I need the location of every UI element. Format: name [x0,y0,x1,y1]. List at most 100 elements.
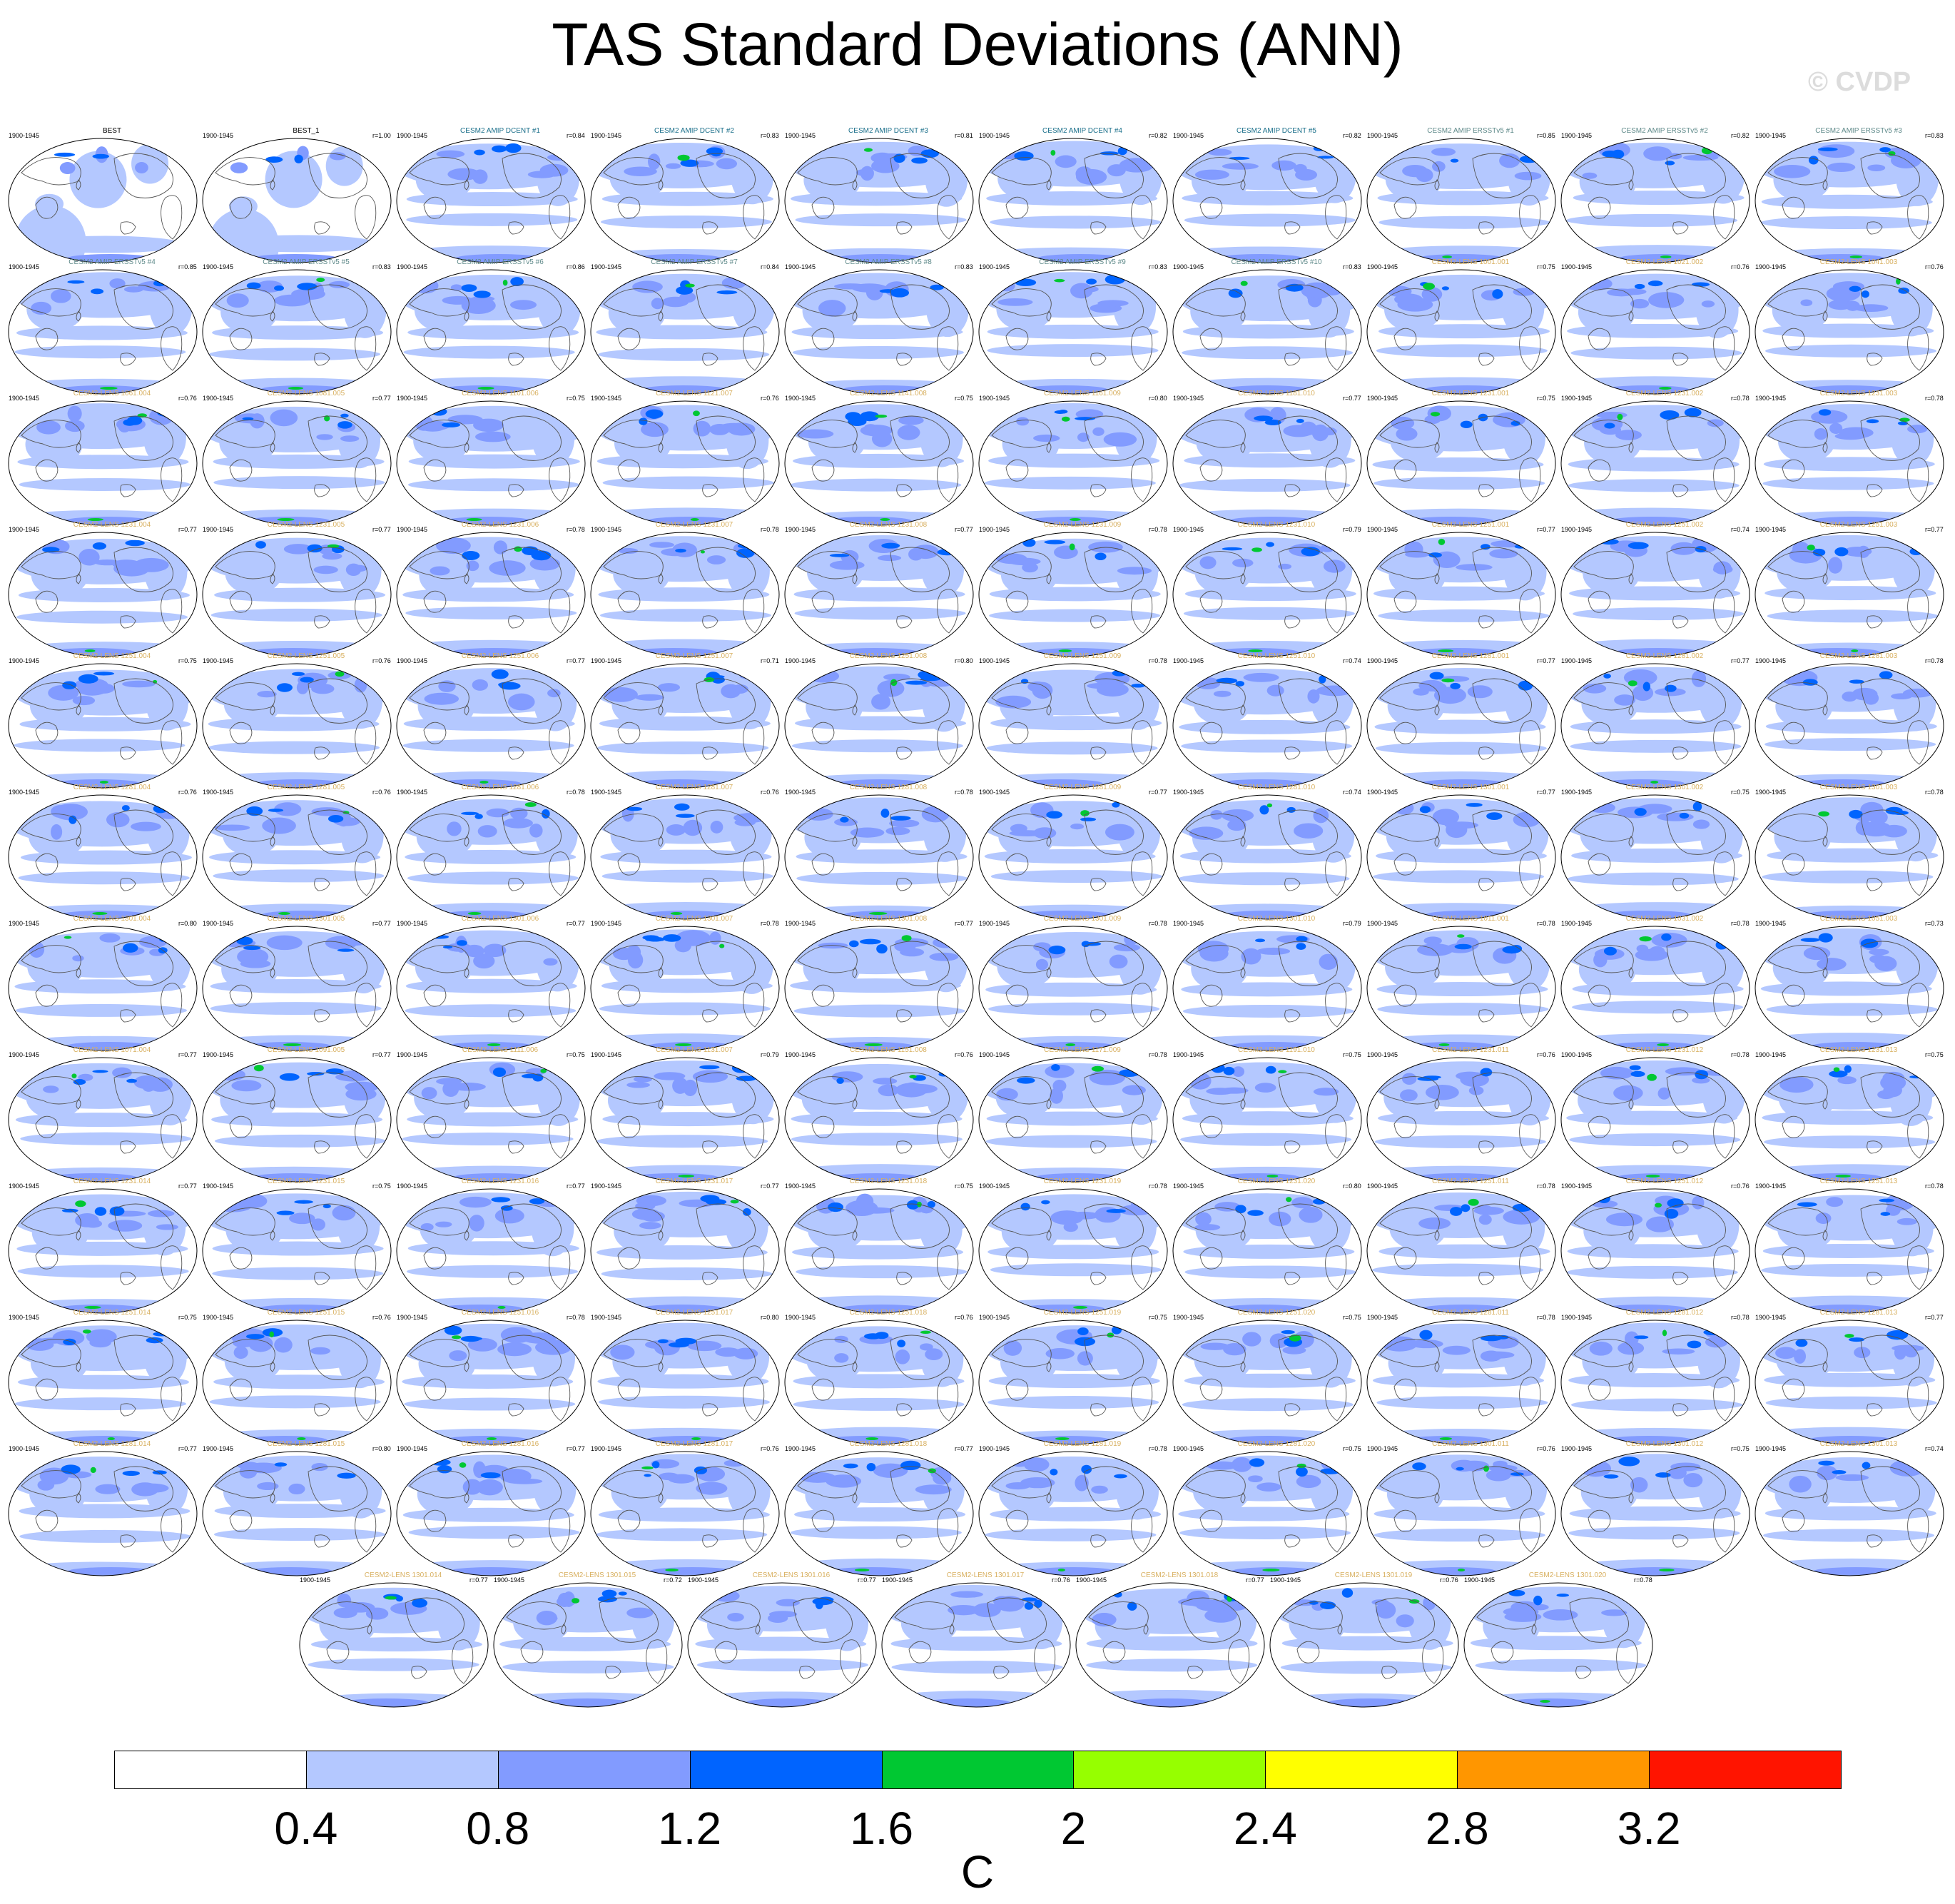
map-panel: 1900-1945 CESM2-LENS 1061.004 r=0.76 [7,390,201,527]
map-panel: 1900-1945 CESM2-LENS 1251.016 r=0.78 [395,1309,589,1446]
panel-title: CESM2-LENS 1281.016 [461,1440,539,1448]
panel-title: CESM2-LENS 1251.015 [267,1309,345,1317]
panel-period-label: 1900-1945 [1173,395,1204,402]
panel-correlation: r=0.75 [1731,1445,1750,1452]
globe-map [1755,400,1944,526]
panel-period-label: 1900-1945 [1270,1576,1301,1584]
map-panel: 1900-1945 CESM2-LENS 1301.002 r=0.75 [1560,784,1754,921]
globe-map [784,926,974,1051]
map-panel: 1900-1945 CESM2-LENS 1081.005 r=0.77 [201,390,395,527]
panel-title: CESM2 AMIP DCENT #5 [1237,127,1316,135]
panel-correlation: r=0.77 [761,1183,779,1190]
panel-period-label: 1900-1945 [1755,1445,1787,1452]
panel-title: CESM2-LENS 1231.004 [73,521,151,529]
map-panel: 1900-1945 CESM2-LENS 1301.006 r=0.77 [395,915,589,1052]
globe-map [1560,269,1750,395]
panel-period-label: 1900-1945 [785,1183,816,1190]
panel-period-label: 1900-1945 [979,920,1010,927]
panel-correlation: r=0.78 [567,526,585,533]
panel-title: CESM2-LENS 1251.014 [73,1309,151,1317]
panel-correlation: r=0.76 [761,1445,779,1452]
panel-title: CESM2-LENS 1281.006 [461,784,539,791]
panel-title: CESM2-LENS 1001.001 [1431,258,1510,266]
globe-map [1755,1057,1944,1183]
panel-correlation: r=1.00 [372,132,391,139]
panel-period-label: 1900-1945 [397,263,428,270]
globe-map [396,138,586,263]
globe-map [1560,400,1750,526]
map-panel: 1900-1945 CESM2 AMIP DCENT #2 r=0.83 [589,127,783,264]
map-panel: 1900-1945 CESM2-LENS 1281.019 r=0.78 [978,1440,1172,1577]
globe-map [1560,1057,1750,1183]
map-panel: 1900-1945 CESM2-LENS 1281.010 r=0.74 [1172,784,1366,921]
map-panel: 1900-1945 CESM2-LENS 1281.005 r=0.76 [201,784,395,921]
panel-title: CESM2-LENS 1021.002 [1625,258,1704,266]
panel-period-label: 1900-1945 [882,1576,913,1584]
globe-map [978,138,1168,263]
globe-map [784,1451,974,1576]
globe-map [1463,1582,1653,1708]
map-panel: 1900-1945 CESM2-LENS 1281.004 r=0.76 [7,784,201,921]
page-title: TAS Standard Deviations (ANN) [552,11,1403,78]
map-panel: 1900-1945 CESM2-LENS 1181.010 r=0.77 [1172,390,1366,527]
map-panel: 1900-1945 CESM2-LENS 1231.019 r=0.78 [978,1178,1172,1315]
map-panel: 1900-1945 CESM2-LENS 1301.018 r=0.77 [1075,1571,1269,1708]
panel-title: CESM2-LENS 1231.009 [1043,521,1122,529]
panel-correlation: r=0.75 [1343,1445,1361,1452]
globe-map [1560,1188,1750,1314]
panel-title: CESM2-LENS 1251.017 [655,1309,733,1317]
panel-title: CESM2 AMIP ERSSTv5 #9 [1039,258,1126,266]
panel-correlation: r=0.77 [567,1445,585,1452]
globe-map [590,1451,780,1576]
panel-title: CESM2-LENS 1231.016 [461,1178,539,1185]
globe-map [784,1320,974,1445]
panel-period-label: 1900-1945 [397,395,428,402]
panel-correlation: r=0.84 [761,263,779,270]
panel-period-label: 1900-1945 [785,526,816,533]
panel-correlation: r=0.76 [1052,1576,1070,1584]
map-panel: 1900-1945 CESM2-LENS 1231.020 r=0.80 [1172,1178,1366,1315]
panel-period-label: 1900-1945 [203,395,234,402]
map-panel: 1900-1945 CESM2-LENS 1161.009 r=0.80 [978,390,1172,527]
panel-period-label: 1900-1945 [1561,263,1593,270]
globe-map [784,1057,974,1183]
map-panel: 1900-1945 CESM2 AMIP ERSSTv5 #3 r=0.83 [1754,127,1948,264]
panel-correlation: r=0.76 [1537,1051,1555,1058]
panel-period-label: 1900-1945 [1173,657,1204,664]
panel-correlation: r=0.77 [1925,526,1944,533]
panel-title: CESM2-LENS 1251.003 [1819,521,1898,529]
panel-title: CESM2 AMIP DCENT #2 [654,127,734,135]
panel-correlation: r=0.76 [178,395,197,402]
map-panel: 1900-1945 CESM2 AMIP ERSSTv5 #10 r=0.83 [1172,258,1366,395]
globe-map [8,926,198,1051]
panel-correlation: r=0.77 [372,395,391,402]
globe-map [1755,138,1944,263]
panel-period-label: 1900-1945 [591,1183,622,1190]
panel-period-label: 1900-1945 [979,526,1010,533]
map-panel: 1900-1945 CESM2 AMIP ERSSTv5 #6 r=0.86 [395,258,589,395]
panel-title: CESM2-LENS 1231.014 [73,1178,151,1185]
map-panel: 1900-1945 CESM2-LENS 1251.008 r=0.80 [783,652,978,789]
panel-correlation: r=0.75 [1343,1051,1361,1058]
panel-title: CESM2-LENS 1301.007 [655,915,733,923]
globe-map [8,532,198,657]
panel-period-label: 1900-1945 [1173,789,1204,796]
panel-correlation: r=0.78 [1149,1051,1167,1058]
map-panel: 1900-1945 CESM2-LENS 1281.016 r=0.77 [395,1440,589,1577]
panel-title: CESM2-LENS 1281.007 [655,784,733,791]
map-panel: 1900-1945 CESM2 AMIP DCENT #4 r=0.82 [978,127,1172,264]
globe-map [784,794,974,920]
panel-period-label: 1900-1945 [1173,263,1204,270]
panel-correlation: r=0.77 [955,1445,973,1452]
panel-title: CESM2-LENS 1281.018 [849,1440,928,1448]
globe-map [396,794,586,920]
globe-map [590,400,780,526]
panel-title: CESM2-LENS 1301.010 [1237,915,1316,923]
panel-correlation: r=0.78 [567,789,585,796]
cvdp-watermark: © CVDP [1808,67,1911,97]
panel-period-label: 1900-1945 [203,789,234,796]
panel-title: CESM2-LENS 1131.007 [656,1046,733,1054]
panel-period-label: 1900-1945 [1367,526,1398,533]
panel-title: CESM2-LENS 1031.002 [1625,915,1704,923]
panel-title: CESM2-LENS 1251.001 [1431,521,1510,529]
